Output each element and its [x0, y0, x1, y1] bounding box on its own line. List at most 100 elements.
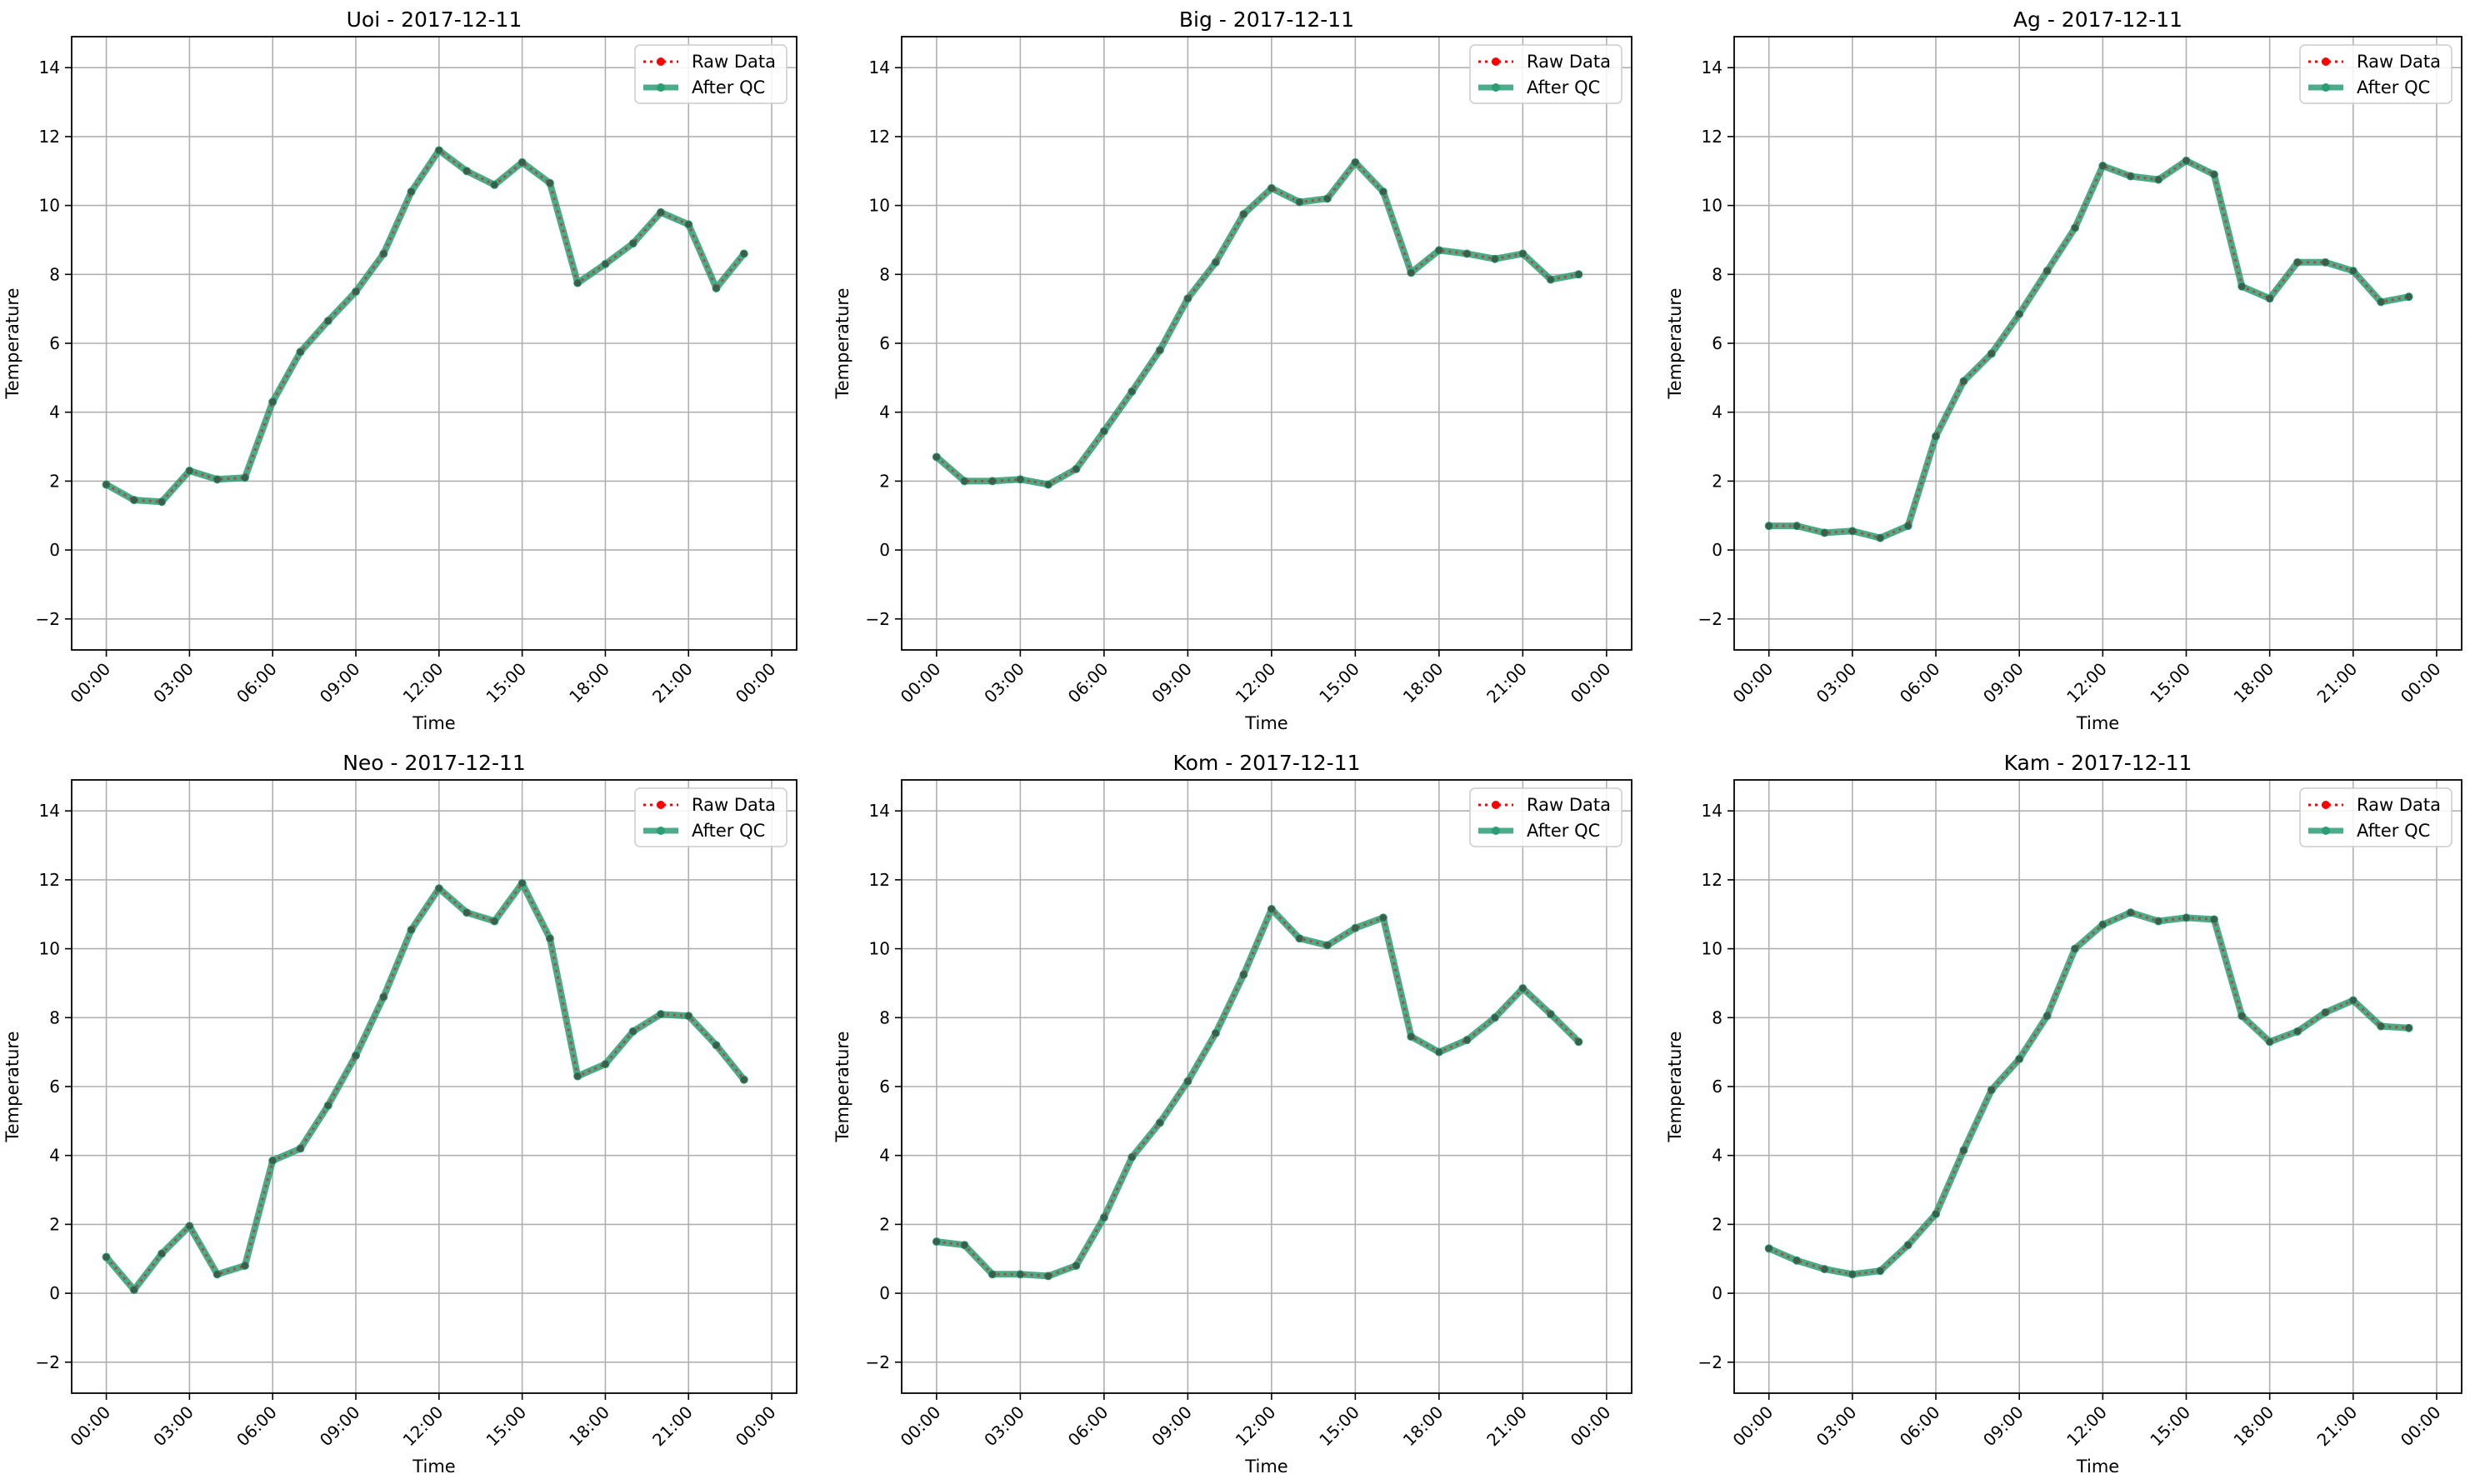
point-raw-data	[932, 453, 940, 461]
point-raw-data	[1323, 195, 1331, 202]
x-tick-label: 00:00	[1567, 1402, 1615, 1451]
point-raw-data	[1904, 522, 1912, 530]
chart-title: Uoi - 2017-12-11	[347, 7, 522, 32]
point-raw-data	[435, 885, 442, 892]
point-raw-data	[602, 1061, 609, 1068]
y-tick-label: 0	[49, 540, 60, 560]
legend-label-after-qc: After QC	[2357, 77, 2430, 97]
y-tick-label: 2	[1712, 1214, 1722, 1234]
point-raw-data	[269, 398, 277, 406]
y-tick-label: 10	[39, 939, 60, 959]
y-axis-label: Temperature	[1665, 1031, 1685, 1142]
point-raw-data	[629, 1027, 637, 1035]
chart-panel-2: 00:00 03:00 06:00 09:00 12:00 15:00 18:00 21:00…	[832, 7, 1632, 733]
y-tick-label: 0	[49, 1283, 60, 1303]
legend-marker-raw-data	[1492, 801, 1500, 809]
point-raw-data	[1848, 1271, 1856, 1278]
series-line-raw-data	[105, 881, 745, 1292]
point-raw-data	[324, 317, 332, 325]
point-raw-data	[988, 477, 996, 485]
y-tick-label: 6	[49, 333, 60, 353]
point-raw-data	[1988, 1087, 1995, 1094]
point-raw-data	[2405, 293, 2412, 301]
x-tick-label: 15:00	[2146, 1402, 2194, 1451]
legend-label-after-qc: After QC	[2357, 821, 2430, 841]
x-tick-label: 09:00	[1979, 659, 2028, 707]
point-raw-data	[1408, 1033, 1415, 1041]
y-tick-label: 14	[1702, 57, 1722, 77]
point-raw-data	[297, 348, 304, 356]
x-tick-label: 15:00	[482, 659, 530, 707]
point-raw-data	[408, 926, 415, 933]
x-tick-label: 09:00	[1148, 1402, 1196, 1451]
y-tick-label: 6	[49, 1077, 60, 1097]
point-raw-data	[2182, 157, 2190, 164]
point-raw-data	[629, 240, 637, 247]
x-tick-label: 00:00	[2397, 659, 2445, 707]
x-tick-label: 03:00	[1812, 1402, 1861, 1451]
x-tick-label: 12:00	[399, 659, 448, 707]
point-raw-data	[685, 1012, 692, 1020]
chart-panel-5: 00:00 03:00 06:00 09:00 12:00 15:00 18:00 21:00…	[832, 751, 1632, 1477]
point-raw-data	[158, 498, 166, 506]
x-tick-label: 09:00	[316, 1402, 364, 1451]
legend-marker-after-qc	[1492, 83, 1500, 92]
y-axis-label: Temperature	[832, 1031, 852, 1142]
x-tick-label: 12:00	[1232, 1402, 1280, 1451]
y-tick-label: 0	[879, 540, 890, 560]
legend: Raw Data After QC	[2299, 44, 2452, 104]
point-raw-data	[546, 179, 553, 187]
axes-frame	[71, 36, 798, 651]
y-tick-label: 8	[879, 264, 890, 284]
point-raw-data	[2043, 267, 2051, 275]
point-raw-data	[1156, 347, 1163, 354]
point-raw-data	[1932, 432, 1940, 440]
legend-marker-raw-data	[2322, 801, 2330, 809]
point-raw-data	[1821, 1266, 1828, 1273]
point-raw-data	[2210, 171, 2218, 178]
x-tick-label: 15:00	[1315, 659, 1363, 707]
x-tick-label: 09:00	[1979, 1402, 2028, 1451]
point-raw-data	[1072, 1262, 1080, 1270]
x-tick-label: 18:00	[565, 1402, 613, 1451]
legend-label-after-qc: After QC	[1527, 821, 1600, 841]
point-raw-data	[574, 1072, 582, 1080]
point-raw-data	[158, 1250, 166, 1257]
x-tick-label: 00:00	[66, 1402, 114, 1451]
legend: Raw Data After QC	[2299, 787, 2452, 847]
point-raw-data	[102, 1253, 110, 1261]
chart-title: Kom - 2017-12-11	[1173, 751, 1361, 775]
point-raw-data	[1044, 481, 1052, 488]
x-tick-label: 21:00	[648, 1402, 697, 1451]
x-tick-label: 09:00	[316, 659, 364, 707]
point-raw-data	[1463, 1037, 1471, 1044]
point-raw-data	[518, 158, 526, 166]
series-line-raw-data	[1768, 911, 2409, 1276]
point-raw-data	[380, 993, 388, 1001]
point-raw-data	[2294, 1027, 2302, 1035]
point-raw-data	[463, 167, 471, 175]
point-raw-data	[1128, 1153, 1136, 1161]
legend-marker-raw-data	[1492, 57, 1500, 66]
point-raw-data	[1072, 465, 1080, 472]
point-raw-data	[2127, 172, 2134, 180]
point-raw-data	[2016, 1055, 2023, 1062]
x-tick-label: 21:00	[648, 659, 697, 707]
x-tick-label: 03:00	[980, 659, 1028, 707]
point-raw-data	[1212, 1029, 1219, 1037]
point-raw-data	[2238, 1012, 2246, 1020]
y-tick-label: 6	[1712, 1077, 1722, 1097]
point-raw-data	[546, 935, 553, 942]
series-line-after-qc	[934, 158, 1580, 488]
legend-marker-raw-data	[657, 57, 665, 66]
point-raw-data	[324, 1102, 332, 1109]
legend-label-after-qc: After QC	[1527, 77, 1600, 97]
y-tick-label: 14	[39, 801, 60, 821]
y-axis-label: Temperature	[1665, 287, 1685, 399]
point-raw-data	[712, 1042, 720, 1049]
x-tick-label: 00:00	[1567, 659, 1615, 707]
y-tick-label: 12	[869, 127, 890, 147]
x-tick-label: 15:00	[482, 1402, 530, 1451]
y-axis-label: Temperature	[832, 287, 852, 399]
y-tick-label: 12	[39, 870, 60, 890]
